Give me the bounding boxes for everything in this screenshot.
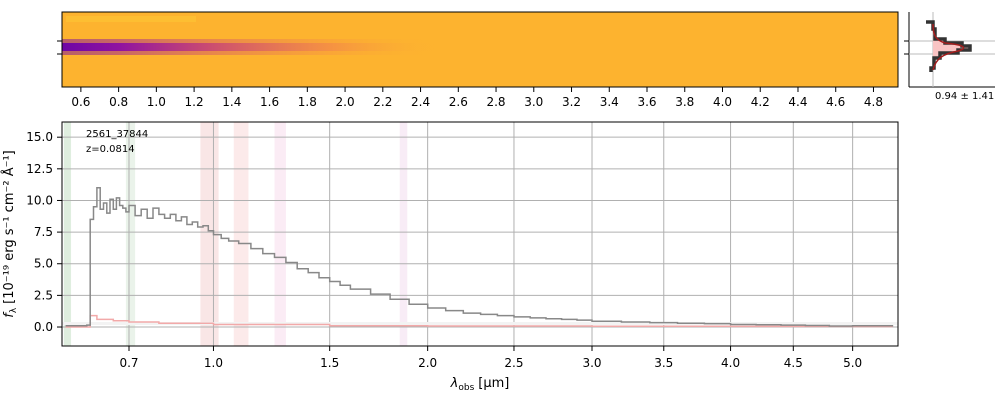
- source-id-label: 2561_37844: [86, 129, 148, 140]
- y-tick-label: 10.0: [26, 193, 53, 207]
- x-tick-label: 4.0: [721, 356, 740, 370]
- y-axis-unit: [10⁻¹⁹ erg s⁻¹ cm⁻² Å⁻¹]: [1, 150, 17, 304]
- grid-lines: [62, 122, 898, 346]
- top-tick-label: 4.0: [713, 95, 732, 109]
- top-tick-label: 4.2: [751, 95, 770, 109]
- x-axis-title: λobs [μm]: [450, 376, 510, 393]
- top-tick-label: 1.6: [260, 95, 279, 109]
- spectrum-2d-panel: 0.6 0.8 1.0 1.2 1.4 1.6 1.8 2.0 2.2 2.4 2.6 2.8 3.0 3…: [57, 11, 899, 109]
- model-spectrum-line: [65, 314, 894, 328]
- top-tick-label: 3.6: [637, 95, 656, 109]
- x-axis-subscript: obs: [458, 383, 474, 393]
- y-tick-label: 12.5: [26, 162, 53, 176]
- lower-bound-shade: [62, 322, 898, 325]
- y-axis-ticks: 0.0 2.5 5.0 7.5 10.0 12.5 15.0: [26, 130, 62, 334]
- y-tick-label: 7.5: [34, 225, 53, 239]
- emission-line-band: [63, 122, 72, 346]
- top-tick-label: 2.8: [486, 95, 505, 109]
- x-axis-ticks: 0.7 1.0 1.5 2.0 2.5 3.0 3.5 4.0 4.5 5.0: [119, 346, 862, 370]
- y-tick-label: 2.5: [34, 288, 53, 302]
- emission-line-band: [399, 122, 408, 346]
- x-tick-label: 3.5: [654, 356, 673, 370]
- top-tick-label: 4.4: [788, 95, 807, 109]
- top-tick-label: 4.8: [864, 95, 883, 109]
- profile-panel: 0.94 ± 1.41: [904, 12, 995, 102]
- x-tick-label: 5.0: [843, 356, 862, 370]
- spectrum-1d-panel: 0.7 1.0 1.5 2.0 2.5 3.0 3.5 4.0 4.5 5.0 0.0 2.5 5.0…: [1, 121, 899, 393]
- x-tick-label: 2.0: [418, 356, 437, 370]
- emission-line-band: [200, 122, 219, 346]
- top-tick-label: 0.8: [109, 95, 128, 109]
- top-tick-label: 2.4: [411, 95, 430, 109]
- top-noise-strip: [66, 16, 196, 22]
- top-tick-label: 1.0: [147, 95, 166, 109]
- emission-line-band: [125, 122, 136, 346]
- top-tick-label: 3.4: [600, 95, 619, 109]
- top-tick-label: 0.6: [71, 95, 90, 109]
- y-tick-label: 15.0: [26, 130, 53, 144]
- top-tick-label: 1.8: [298, 95, 317, 109]
- x-axis-unit: [μm]: [478, 376, 509, 391]
- observed-spectrum-line: [65, 187, 894, 327]
- emission-line-band: [233, 122, 249, 346]
- emission-line-band: [274, 122, 286, 346]
- top-axis-ticks: 0.6 0.8 1.0 1.2 1.4 1.6 1.8 2.0 2.2 2.4 2.6 2.8 3.0 3…: [71, 87, 883, 109]
- top-tick-label: 2.6: [449, 95, 468, 109]
- x-tick-label: 3.0: [582, 356, 601, 370]
- y-axis-title: fλ [10⁻¹⁹ erg s⁻¹ cm⁻² Å⁻¹]: [1, 150, 19, 317]
- profile-label: 0.94 ± 1.41: [935, 91, 994, 102]
- x-tick-label: 2.5: [504, 356, 523, 370]
- spectrum-1d-frame: [61, 121, 899, 347]
- top-tick-label: 4.6: [826, 95, 845, 109]
- trace-core: [62, 43, 898, 51]
- x-tick-label: 1.0: [204, 356, 223, 370]
- top-tick-label: 3.2: [562, 95, 581, 109]
- top-tick-label: 2.0: [336, 95, 355, 109]
- y-axis-symbol: f: [2, 311, 17, 318]
- profile-model-line: [932, 23, 965, 71]
- y-tick-label: 5.0: [34, 257, 53, 271]
- top-tick-label: 1.4: [222, 95, 241, 109]
- spectrum-2d-frame: [61, 11, 899, 88]
- top-tick-label: 1.2: [185, 95, 204, 109]
- profile-fill: [933, 29, 970, 68]
- top-tick-label: 2.2: [373, 95, 392, 109]
- x-tick-label: 0.7: [119, 356, 138, 370]
- profile-data-line: [926, 20, 972, 72]
- top-tick-label: 3.0: [524, 95, 543, 109]
- redshift-label: z=0.0814: [86, 144, 135, 155]
- y-axis-subscript: λ: [9, 307, 19, 313]
- y-tick-label: 0.0: [34, 320, 53, 334]
- emission-line-bands: [63, 122, 408, 346]
- x-axis-symbol: λ: [450, 376, 459, 391]
- x-tick-label: 1.5: [320, 356, 339, 370]
- top-tick-label: 3.8: [675, 95, 694, 109]
- x-tick-label: 4.5: [784, 356, 803, 370]
